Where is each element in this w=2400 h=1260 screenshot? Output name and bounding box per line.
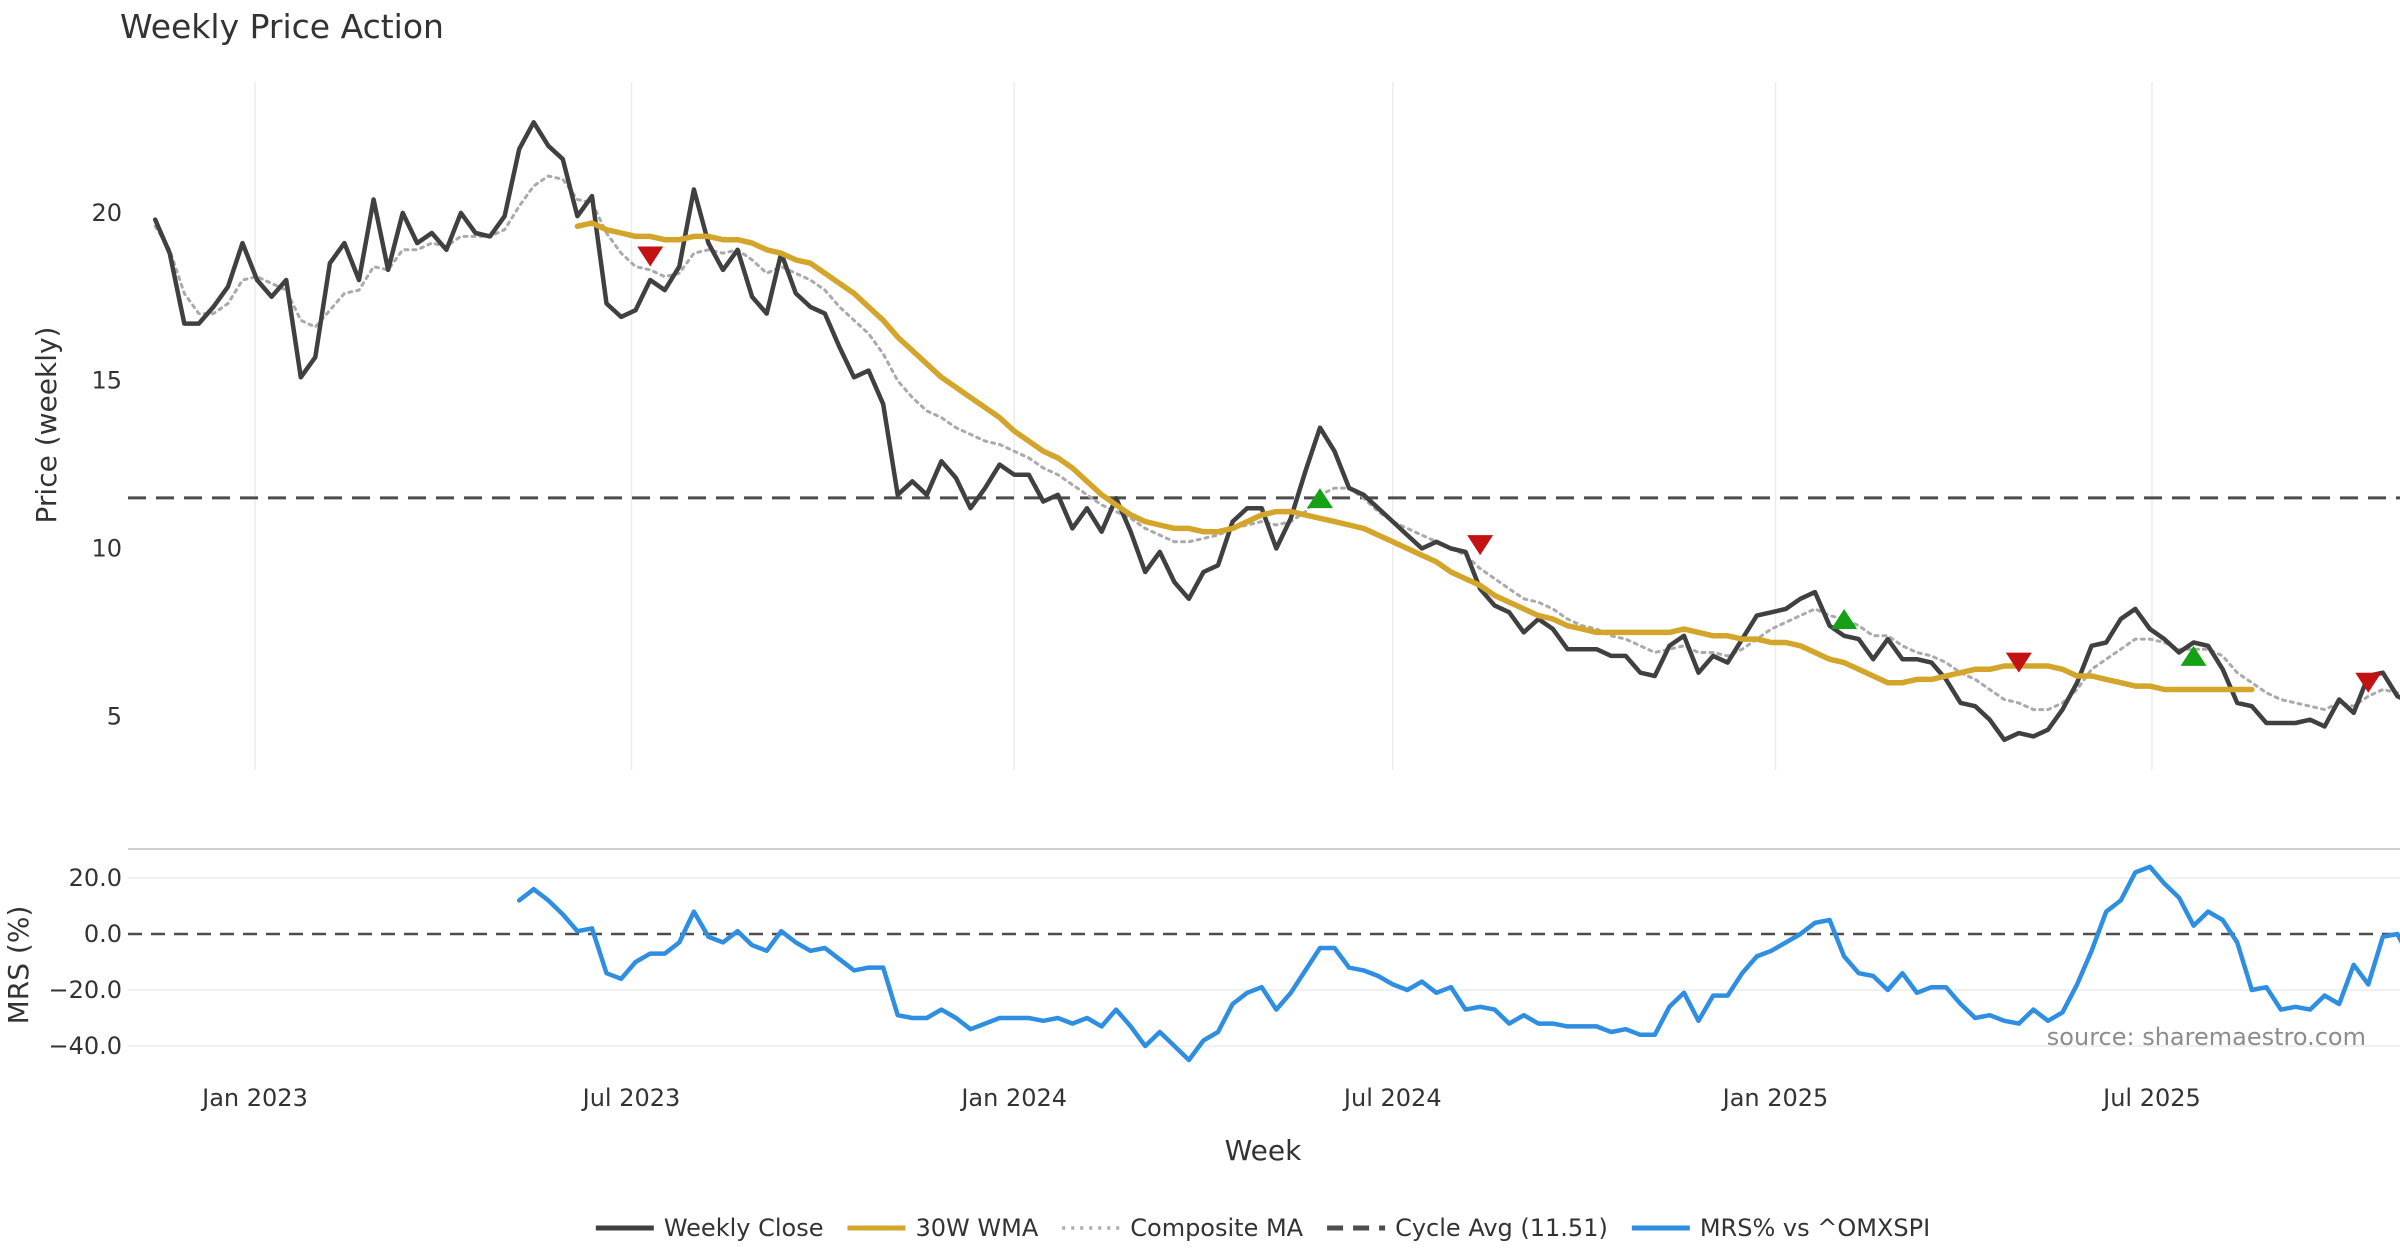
series-layer — [152, 120, 2400, 1063]
mrs-y-tick-0: 20.0 — [69, 864, 122, 892]
source-label: source: sharemaestro.com — [2047, 1023, 2366, 1051]
composite-ma-line — [153, 174, 2400, 712]
buy-marker-5 — [2180, 645, 2207, 666]
x-tick-label-0: Jan 2023 — [200, 1084, 308, 1112]
weekly-close-line — [152, 120, 2400, 743]
price-y-axis-title: Price (weekly) — [30, 327, 63, 524]
sell-marker-2 — [1467, 535, 1494, 556]
mrs-y-tick-2: −20.0 — [48, 976, 122, 1004]
price-y-tick-1: 10 — [91, 534, 122, 562]
mrs-line — [516, 864, 2400, 1063]
price-y-tick-2: 15 — [91, 367, 122, 395]
signal-markers — [637, 246, 2382, 693]
legend-label-3: Cycle Avg (11.51) — [1395, 1214, 1608, 1242]
sell-marker-6 — [2355, 672, 2382, 693]
x-tick-label-1: Jul 2023 — [581, 1084, 681, 1112]
buy-marker-1 — [1306, 488, 1333, 509]
x-axis-title: Week — [1225, 1134, 1302, 1167]
x-tick-label-3: Jul 2024 — [1342, 1084, 1442, 1112]
x-tick-label-4: Jan 2025 — [1721, 1084, 1829, 1112]
legend-label-0: Weekly Close — [664, 1214, 824, 1242]
x-tick-label-5: Jul 2025 — [2101, 1084, 2201, 1112]
wma-30w-line — [574, 220, 2255, 693]
legend: Weekly Close 30W WMA Composite MA Cycle Avg… — [595, 1214, 1930, 1242]
buy-marker-3 — [1831, 608, 1858, 629]
mrs-y-tick-3: −40.0 — [48, 1032, 122, 1060]
reference-lines — [128, 496, 2400, 936]
sell-marker-0 — [637, 246, 664, 267]
price-y-tick-3: 20 — [91, 199, 122, 227]
x-tick-label-2: Jan 2024 — [959, 1084, 1067, 1112]
legend-label-2: Composite MA — [1130, 1214, 1303, 1242]
price-y-tick-0: 5 — [107, 702, 122, 730]
legend-label-4: MRS% vs ^OMXSPI — [1700, 1214, 1930, 1242]
axis-labels: Jan 2023 Jul 2023 Jan 2024 Jul 2024 Jan 2025… — [48, 199, 2200, 1112]
chart-title: Weekly Price Action — [120, 7, 444, 46]
sell-marker-4 — [2005, 652, 2032, 673]
mrs-y-tick-1: 0.0 — [84, 920, 122, 948]
mrs-y-axis-title: MRS (%) — [2, 906, 35, 1025]
legend-label-1: 30W WMA — [915, 1214, 1038, 1242]
